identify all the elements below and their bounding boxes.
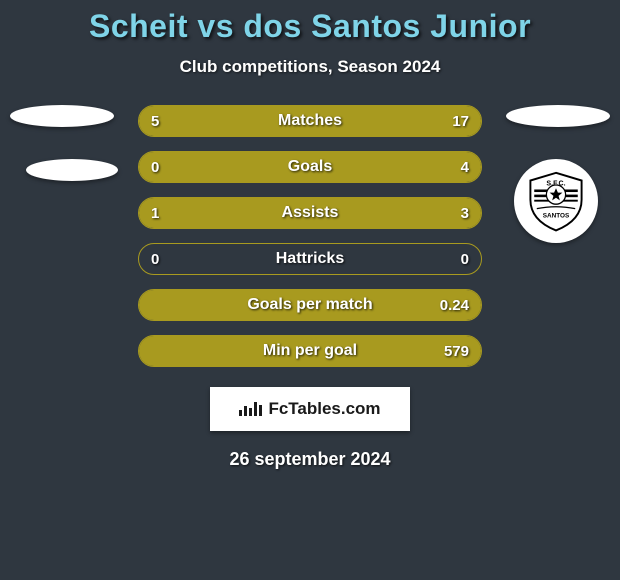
brand-text: FcTables.com	[268, 399, 380, 419]
brand-badge: FcTables.com	[210, 387, 410, 431]
ellipse-icon	[26, 159, 118, 181]
stat-row: 0Goals4	[138, 151, 482, 183]
stat-value-right: 0	[461, 244, 469, 274]
stat-value-right: 3	[461, 198, 469, 228]
stat-label: Goals	[139, 152, 481, 182]
stat-value-right: 0.24	[440, 290, 469, 320]
comparison-card: Scheit vs dos Santos Junior Club competi…	[0, 0, 620, 470]
page-subtitle: Club competitions, Season 2024	[0, 57, 620, 77]
stat-value-right: 4	[461, 152, 469, 182]
stat-label: Hattricks	[139, 244, 481, 274]
stat-label: Matches	[139, 106, 481, 136]
bars-icon	[239, 402, 262, 416]
stat-row: 0Hattricks0	[138, 243, 482, 275]
stat-row: Goals per match0.24	[138, 289, 482, 321]
stat-row: Min per goal579	[138, 335, 482, 367]
stat-value-right: 579	[444, 336, 469, 366]
stat-row: 5Matches17	[138, 105, 482, 137]
crest-text: SANTOS	[543, 213, 569, 220]
stat-row: 1Assists3	[138, 197, 482, 229]
ellipse-icon	[506, 105, 610, 127]
ellipse-icon	[10, 105, 114, 127]
stat-label: Assists	[139, 198, 481, 228]
stats-area: S.F.C. SANTOS 5Matches170Goals41Assists3…	[0, 105, 620, 367]
stat-value-right: 17	[452, 106, 469, 136]
footer-date: 26 september 2024	[0, 449, 620, 470]
page-title: Scheit vs dos Santos Junior	[0, 8, 620, 45]
stat-rows: 5Matches170Goals41Assists30Hattricks0Goa…	[138, 105, 482, 367]
stat-label: Min per goal	[139, 336, 481, 366]
stat-label: Goals per match	[139, 290, 481, 320]
club-crest-icon: S.F.C. SANTOS	[514, 159, 598, 243]
